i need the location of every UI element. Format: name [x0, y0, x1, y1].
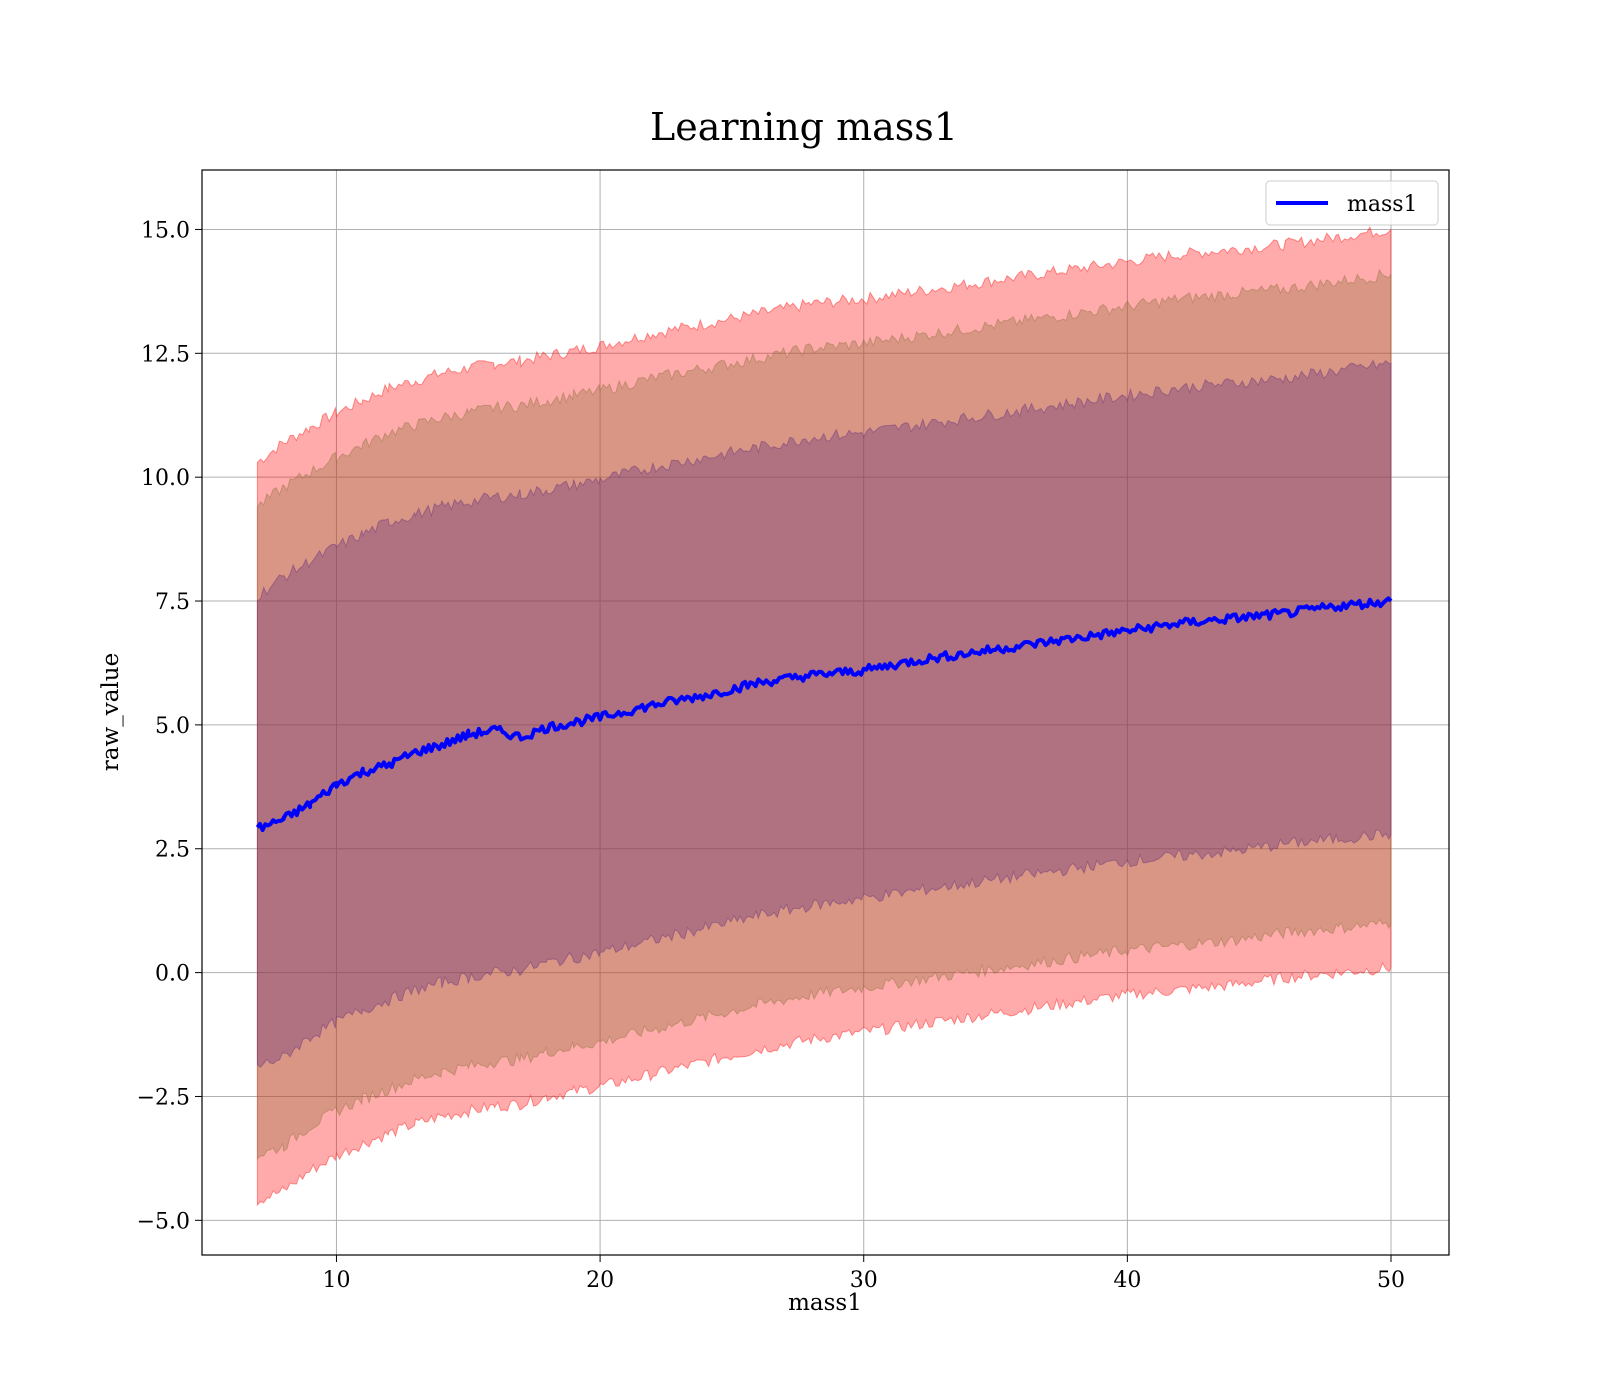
band-2 [256, 268, 1392, 1161]
y-tick-label: −5.0 [137, 1209, 190, 1234]
x-tick-label: 50 [1377, 1268, 1405, 1293]
y-tick-label: 12.5 [141, 342, 190, 367]
y-axis-label: raw_value [98, 653, 124, 771]
y-tick-label: 0.0 [155, 962, 190, 987]
y-tick-label: 10.0 [141, 466, 190, 491]
confidence-bands [256, 226, 1392, 1207]
series-line-mass1 [255, 596, 1393, 833]
x-axis-ticks: 10 20 30 40 50 [322, 1255, 1405, 1293]
y-tick-label: 5.0 [155, 714, 190, 739]
band-1 [256, 226, 1392, 1207]
legend-box [1265, 180, 1439, 226]
legend: mass1 [1265, 180, 1439, 226]
plot-frame [201, 169, 1450, 1256]
x-tick-label: 40 [1113, 1268, 1141, 1293]
series-lines [255, 596, 1393, 833]
x-tick-label: 10 [322, 1268, 350, 1293]
y-tick-label: −2.5 [137, 1085, 190, 1110]
grid [202, 170, 1449, 1255]
x-tick-label: 30 [850, 1268, 878, 1293]
x-tick-label: 20 [586, 1268, 614, 1293]
chart-title: Learning mass1 [650, 105, 958, 149]
y-axis-ticks: −5.0 −2.5 0.0 2.5 5.0 7.5 10.0 12.5 15.0 [137, 218, 202, 1234]
y-tick-label: 7.5 [155, 590, 190, 615]
x-axis-label: mass1 [788, 1290, 862, 1316]
legend-label-mass1: mass1 [1347, 192, 1418, 217]
y-tick-label: 2.5 [155, 838, 190, 863]
band-3 [256, 359, 1392, 1068]
y-tick-label: 15.0 [141, 218, 190, 243]
